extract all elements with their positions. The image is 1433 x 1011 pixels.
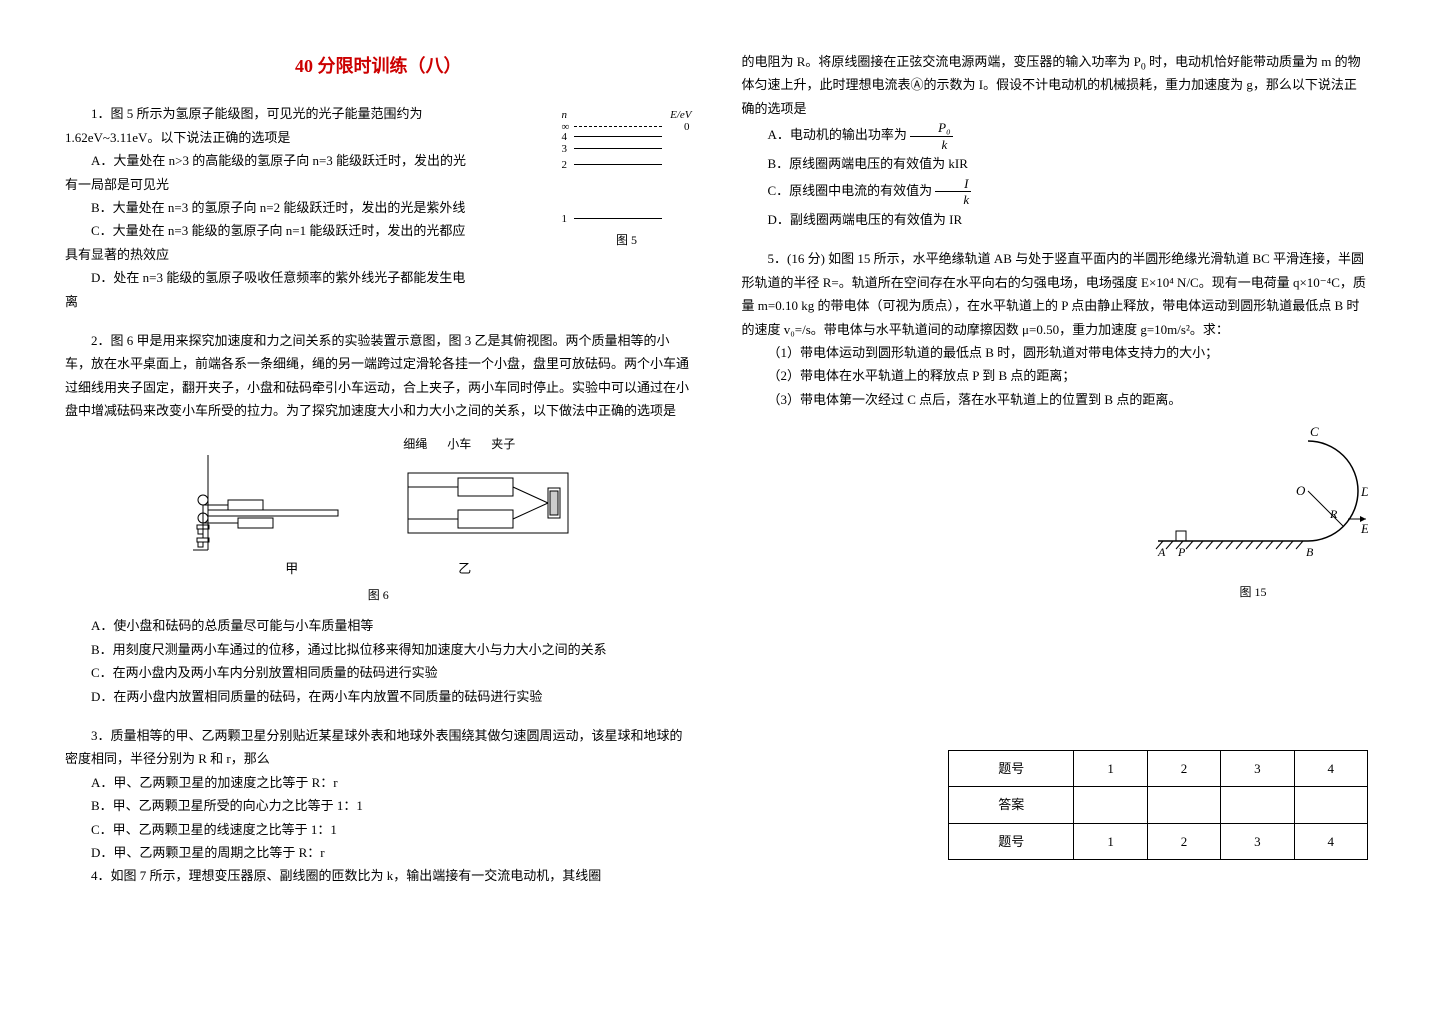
- th-num: 题号: [949, 751, 1074, 787]
- q4-optA-num: P₀: [910, 120, 952, 137]
- q4-optC-num: I: [935, 176, 971, 193]
- fig6-yi-label: 乙: [458, 557, 471, 580]
- q5-p3: （3）带电体第一次经过 C 点后，落在水平轨道上的位置到 B 点的距离。: [742, 388, 1369, 411]
- svg-text:B: B: [1306, 545, 1314, 559]
- svg-text:A: A: [1157, 545, 1166, 559]
- table-row: 题号 1 2 3 4: [949, 751, 1368, 787]
- q4-optD: D．副线圈两端电压的有效值为 IR: [742, 208, 1369, 231]
- q3-optA: A．甲、乙两颗卫星的加速度之比等于 R：r: [65, 771, 692, 794]
- q2-optB: B．用刻度尺测量两小车通过的位移，通过比拟位移来得知加速度大小与力大小之间的关系: [65, 638, 692, 661]
- fig5-caption: 图 5: [562, 230, 692, 252]
- q5-p1: （1）带电体运动到圆形轨道的最低点 B 时，圆形轨道对带电体支持力的大小；: [742, 341, 1369, 364]
- cell-3: 3: [1221, 751, 1294, 787]
- right-column: 的电阻为 R。将原线圈接在正弦交流电源两端，变压器的输入功率为 P0 时，电动机…: [717, 50, 1394, 961]
- cell-3b: 3: [1221, 823, 1294, 859]
- cell-1: 1: [1074, 751, 1147, 787]
- q3-optD: D．甲、乙两颗卫星的周期之比等于 R：r: [65, 841, 692, 864]
- figure-5: n E/eV ∞ 0 4 3 2 1: [562, 106, 692, 251]
- q3-stem: 3．质量相等的甲、乙两颗卫星分别贴近某星球外表和地球外表围绕其做匀速圆周运动，该…: [65, 724, 692, 771]
- cell-ans: [1221, 787, 1294, 823]
- q4-stem2-1: 的电阻为 R。将原线圈接在正弦交流电源两端，变压器的输入功率为 P: [742, 54, 1141, 69]
- q4-optA-pre: A．电动机的输出功率为: [768, 127, 907, 142]
- q2-optD: D．在两小盘内放置相同质量的砝码，在两小车内放置不同质量的砝码进行实验: [65, 685, 692, 708]
- level-0: 0: [684, 118, 690, 138]
- figure-15: O R D E C: [1138, 411, 1368, 604]
- fig6-rope-label: 细绳: [403, 434, 427, 456]
- fig6-yi-svg: [403, 458, 573, 548]
- question-2: 2．图 6 甲是用来探究加速度和力之间关系的实验装置示意图，图 3 乙是其俯视图…: [65, 329, 692, 708]
- cell-ans: [1147, 787, 1220, 823]
- svg-text:O: O: [1296, 483, 1306, 498]
- question-1: n E/eV ∞ 0 4 3 2 1: [65, 102, 692, 313]
- cell-4: 4: [1294, 751, 1367, 787]
- fig6-caption: 图 6: [65, 585, 692, 607]
- q4-optA: A．电动机的输出功率为 P₀ k: [742, 120, 1369, 152]
- q3-optB: B．甲、乙两颗卫星所受的向心力之比等于 1：1: [65, 794, 692, 817]
- cell-4b: 4: [1294, 823, 1367, 859]
- level-2: 2: [562, 156, 568, 176]
- table-row: 答案: [949, 787, 1368, 823]
- level-1: 1: [562, 210, 568, 230]
- figure-6: 细绳 小车 夹子: [65, 434, 692, 606]
- q5-stem: 5．(16 分) 如图 15 所示，水平绝缘轨道 AB 与处于竖直平面内的半圆形…: [742, 247, 1369, 341]
- question-4: 的电阻为 R。将原线圈接在正弦交流电源两端，变压器的输入功率为 P0 时，电动机…: [742, 50, 1369, 231]
- q5-p2: （2）带电体在水平轨道上的释放点 P 到 B 点的距离；: [742, 364, 1369, 387]
- cell-2: 2: [1147, 751, 1220, 787]
- svg-text:E: E: [1360, 521, 1368, 536]
- main-title: 40 分限时训练（八）: [65, 50, 692, 82]
- fig15-caption: 图 15: [1138, 582, 1368, 604]
- q4-optA-den: k: [910, 137, 952, 153]
- q4-stem2: 的电阻为 R。将原线圈接在正弦交流电源两端，变压器的输入功率为 P0 时，电动机…: [742, 50, 1369, 120]
- svg-text:P: P: [1177, 545, 1186, 559]
- q4-optC-den: k: [935, 192, 971, 208]
- q2-stem: 2．图 6 甲是用来探究加速度和力之间关系的实验装置示意图，图 3 乙是其俯视图…: [65, 329, 692, 423]
- table-row: 题号 1 2 3 4: [949, 823, 1368, 859]
- q4-optC-pre: C．原线圈中电流的有效值为: [768, 183, 933, 198]
- svg-text:R: R: [1329, 507, 1338, 521]
- cell-1b: 1: [1074, 823, 1147, 859]
- question-3: 3．质量相等的甲、乙两颗卫星分别贴近某星球外表和地球外表围绕其做匀速圆周运动，该…: [65, 724, 692, 888]
- q1-optD2: 离: [65, 290, 692, 313]
- th-num2: 题号: [949, 823, 1074, 859]
- fig6-car-label: 小车: [447, 434, 471, 456]
- cell-ans: [1294, 787, 1367, 823]
- q1-optD1: D．处在 n=3 能级的氢原子吸收任意频率的紫外线光子都能发生电: [65, 266, 692, 289]
- fig6-jia-svg: [183, 445, 343, 555]
- q4-optC: C．原线圈中电流的有效值为 I k: [742, 176, 1369, 208]
- q4-stem1: 4．如图 7 所示，理想变压器原、副线圈的匝数比为 k，输出端接有一交流电动机，…: [65, 864, 692, 887]
- svg-text:D: D: [1360, 484, 1368, 499]
- q2-optA: A．使小盘和砝码的总质量尽可能与小车质量相等: [65, 614, 692, 637]
- left-column: 40 分限时训练（八） n E/eV ∞ 0 4 3 2: [40, 50, 717, 961]
- answer-table: 题号 1 2 3 4 答案 题号 1 2 3 4: [948, 750, 1368, 860]
- cell-ans: [1074, 787, 1147, 823]
- th-ans: 答案: [949, 787, 1074, 823]
- q2-optC: C．在两小盘内及两小车内分别放置相同质量的砝码进行实验: [65, 661, 692, 684]
- cell-2b: 2: [1147, 823, 1220, 859]
- question-5: 5．(16 分) 如图 15 所示，水平绝缘轨道 AB 与处于竖直平面内的半圆形…: [742, 247, 1369, 604]
- fig6-jia-label: 甲: [285, 557, 298, 580]
- q3-optC: C．甲、乙两颗卫星的线速度之比等于 1：1: [65, 818, 692, 841]
- q4-optB: B．原线圈两端电压的有效值为 kIR: [742, 152, 1369, 175]
- fig6-clip-label: 夹子: [491, 434, 515, 456]
- svg-text:C: C: [1310, 424, 1319, 439]
